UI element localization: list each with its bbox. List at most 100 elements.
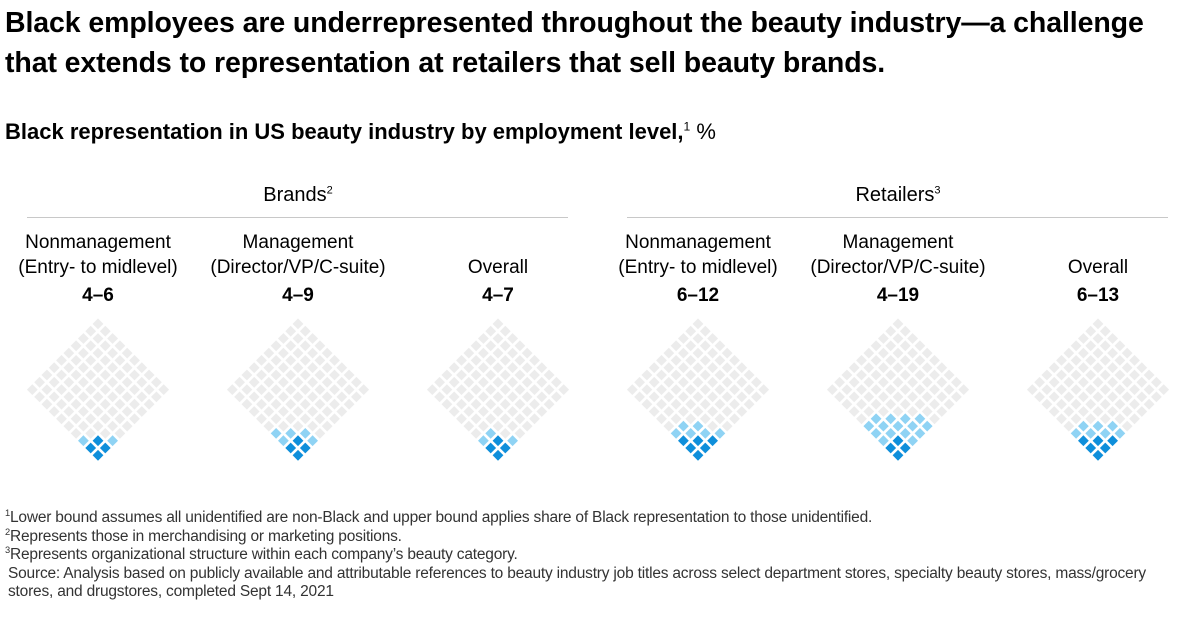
waffle-cell-empty [463,347,475,359]
waffle-cell-empty [99,369,111,381]
waffle-cell-empty [536,362,548,374]
waffle-cell-empty [136,406,148,417]
waffle-cell-empty [1114,355,1126,366]
waffle-cell-empty [692,318,704,330]
waffle-cell-empty [478,391,489,403]
waffle-cell-empty [721,347,733,359]
waffle-cell-empty [1056,413,1067,425]
waffle-cell-empty [699,384,711,395]
waffle-cell-empty [263,406,275,417]
subtitle-unit: % [696,119,716,144]
waffle-cell-empty [63,420,75,432]
waffle-chart [26,318,170,461]
panel-brands-overall: Overall 4–7 [398,230,598,480]
waffle-cell-empty [514,413,526,425]
waffle-cell-empty [721,406,733,417]
waffle-cell-empty [256,398,267,410]
waffle-chart [426,318,570,461]
waffle-cell-empty [92,347,104,359]
waffle-cell-empty [1048,391,1060,403]
waffle-cell-empty [699,369,711,381]
waffle-cell-empty [958,384,970,395]
waffle-cell-empty [1034,391,1045,403]
waffle-cell-empty [634,391,645,403]
waffle-cell-empty [1085,355,1097,366]
waffle-chart [626,318,770,461]
group-label-retailers-note: 3 [934,184,941,197]
waffle-cell-lower [678,435,689,447]
waffle-cell-empty [70,398,82,410]
waffle-cell-empty [507,420,518,432]
waffle-cell-empty [856,355,867,366]
waffle-cell-lower [99,442,111,454]
waffle-cell-empty [848,406,860,417]
waffle-cell-empty [685,384,697,395]
waffle-cell-empty [314,384,326,395]
panel-label-line1: Nonmanagement [625,232,771,253]
waffle-cell-upper [1092,420,1104,432]
waffle-cell-empty [721,420,733,432]
waffle-cell-empty [907,362,918,374]
waffle-cell-empty [721,376,733,388]
waffle-cell-empty [507,333,518,344]
waffle-cell-empty [856,384,867,395]
waffle-cell-empty [1092,362,1104,374]
waffle-cell-empty [470,413,482,425]
waffle-cell-empty [226,384,238,395]
waffle-cell-empty [826,384,838,395]
waffle-cell-empty [456,398,467,410]
waffle-cell-empty [34,391,45,403]
waffle-cell-empty [248,362,260,374]
waffle-cell-empty [936,391,948,403]
waffle-cell-empty [270,398,282,410]
waffle-cell-empty [899,340,911,352]
waffle-cell-empty [1041,398,1053,410]
waffle-cell-empty [136,362,148,374]
waffle-cell-empty [656,384,667,395]
waffle-cell-empty [1099,355,1111,366]
waffle-cell-empty [921,391,933,403]
panel-range-label: 6–12 [676,285,720,306]
waffle-cell-empty [107,420,118,432]
waffle-cell-empty [1099,384,1111,395]
waffle-cell-upper [899,413,911,425]
waffle-cell-empty [307,376,318,388]
waffle-cell-empty [1099,398,1111,410]
waffle-cell-empty [663,376,675,388]
waffle-cell-empty [892,347,904,359]
waffle-cell-empty [678,362,689,374]
waffle-cell-lower [692,449,704,461]
waffle-cell-empty [521,406,533,417]
waffle-cell-empty [114,413,126,425]
waffle-cell-empty [507,376,518,388]
waffle-cell-empty [1070,340,1082,352]
waffle-cell-empty [729,369,740,381]
waffle-cell-empty [521,420,533,432]
waffle-cell-empty [641,384,653,395]
waffle-cell-empty [499,355,511,366]
waffle-cell-empty [936,406,948,417]
waffle-cell-empty [1041,369,1053,381]
waffle-cell-empty [663,347,675,359]
waffle-cell-empty [463,420,475,432]
waffle-cell-empty [551,391,562,403]
waffle-cell-empty [1143,384,1155,395]
waffle-cell-empty [743,398,755,410]
waffle-cell-empty [78,347,89,359]
waffle-cell-empty [736,362,748,374]
waffle-cell-empty [521,362,533,374]
waffle-cell-empty [478,362,489,374]
waffle-cell-empty [921,406,933,417]
waffle-cell-empty [529,413,540,425]
waffle-cell-upper [907,435,918,447]
waffle-cell-empty [121,362,133,374]
waffle-cell-empty [529,355,540,366]
chart-headline: Black employees are underrepresented thr… [5,7,1144,79]
panel-range-label: 4–9 [282,285,314,306]
waffle-cell-empty [1070,384,1082,395]
footnote-3-text: Represents organizational structure with… [9,546,518,563]
waffle-cell-empty [863,406,875,417]
waffle-cell-empty [99,340,111,352]
waffle-cell-empty [678,333,689,344]
waffle-cell-empty [536,376,548,388]
